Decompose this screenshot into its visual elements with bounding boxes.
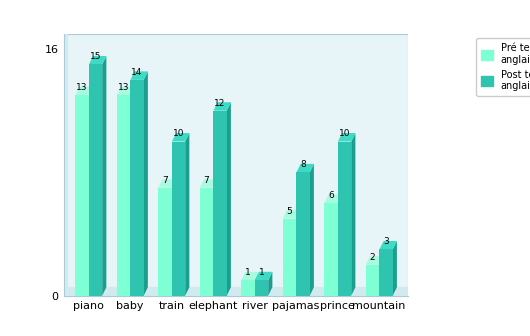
Polygon shape (89, 56, 107, 65)
Polygon shape (310, 164, 314, 296)
Polygon shape (254, 272, 259, 296)
Polygon shape (158, 179, 175, 188)
Polygon shape (255, 272, 272, 280)
Polygon shape (296, 164, 314, 172)
Polygon shape (214, 102, 231, 111)
Polygon shape (200, 179, 217, 188)
Text: 12: 12 (215, 98, 226, 108)
Text: 3: 3 (383, 237, 389, 246)
Text: 8: 8 (300, 160, 306, 169)
Text: 7: 7 (204, 176, 209, 185)
Polygon shape (64, 287, 412, 296)
Text: 10: 10 (173, 129, 184, 138)
Text: 5: 5 (287, 207, 292, 215)
Polygon shape (64, 25, 68, 296)
Polygon shape (185, 133, 189, 296)
Bar (296, 172, 310, 296)
Polygon shape (338, 133, 356, 141)
Polygon shape (338, 195, 342, 296)
Bar (158, 188, 172, 296)
Polygon shape (393, 241, 397, 296)
Bar (366, 265, 379, 296)
Polygon shape (75, 87, 93, 95)
Text: 1: 1 (259, 268, 264, 277)
Bar (324, 203, 338, 296)
Polygon shape (172, 133, 189, 141)
Bar (117, 95, 130, 296)
Bar (255, 280, 268, 296)
Polygon shape (296, 210, 300, 296)
Polygon shape (379, 241, 397, 249)
Text: 13: 13 (76, 83, 87, 92)
Polygon shape (379, 256, 383, 296)
Bar (241, 280, 254, 296)
Bar (172, 141, 185, 296)
Polygon shape (130, 87, 134, 296)
Text: 15: 15 (90, 52, 101, 61)
Polygon shape (144, 71, 148, 296)
Polygon shape (130, 71, 148, 80)
Polygon shape (282, 210, 300, 219)
Bar (75, 95, 89, 296)
Text: 7: 7 (162, 176, 168, 185)
Legend: Pré test
anglais, Post test
anglais: Pré test anglais, Post test anglais (476, 38, 530, 96)
Bar (130, 80, 144, 296)
Text: 10: 10 (339, 129, 350, 138)
Polygon shape (172, 179, 175, 296)
Polygon shape (89, 87, 93, 296)
Polygon shape (227, 102, 231, 296)
Polygon shape (351, 133, 356, 296)
Polygon shape (102, 56, 107, 296)
Bar (214, 111, 227, 296)
Polygon shape (117, 87, 134, 95)
Polygon shape (324, 195, 342, 203)
Polygon shape (268, 272, 272, 296)
Text: 1: 1 (245, 268, 251, 277)
Text: 2: 2 (369, 253, 375, 262)
Text: 13: 13 (118, 83, 129, 92)
Text: 14: 14 (131, 68, 143, 77)
Text: 6: 6 (328, 191, 334, 200)
Bar (379, 249, 393, 296)
Polygon shape (241, 272, 259, 280)
Bar (200, 188, 213, 296)
Polygon shape (366, 256, 383, 265)
Polygon shape (64, 25, 412, 34)
Bar (89, 65, 102, 296)
Bar (282, 219, 296, 296)
Polygon shape (213, 179, 217, 296)
Bar (338, 141, 351, 296)
